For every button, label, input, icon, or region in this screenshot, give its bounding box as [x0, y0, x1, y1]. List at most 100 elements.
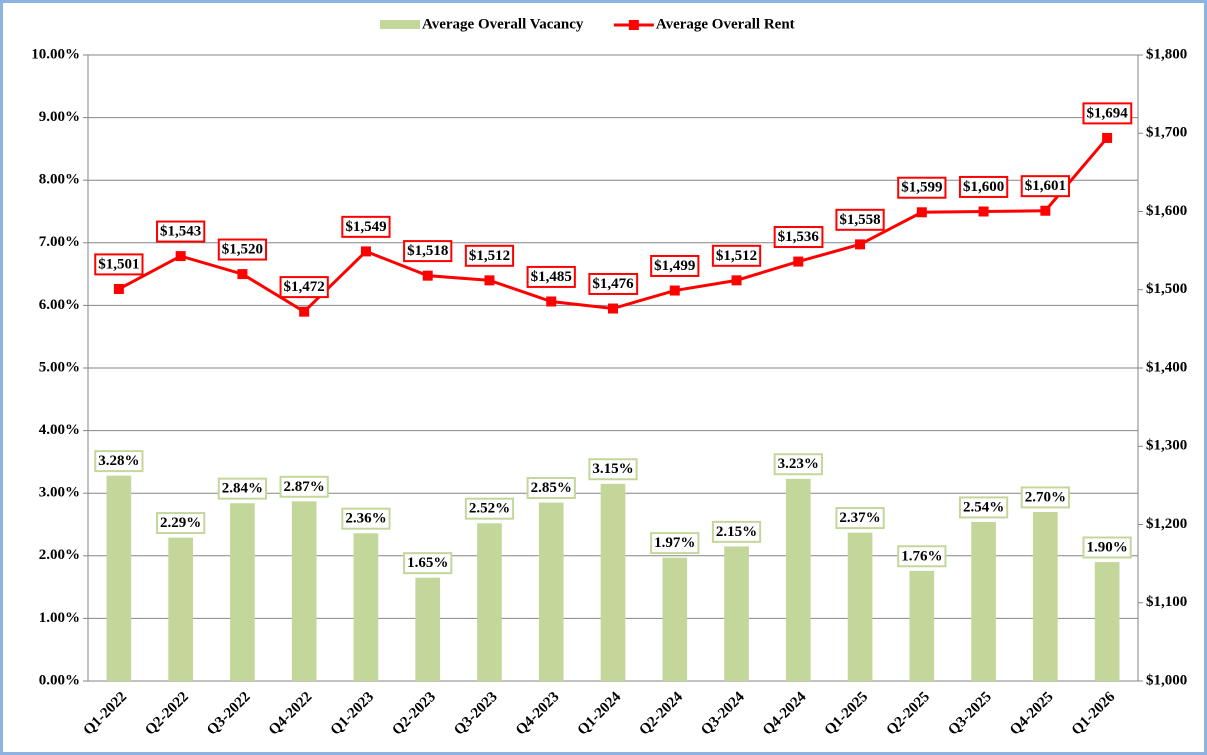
- y-tick-label: 2.00%: [39, 547, 80, 563]
- value-label-box: [1020, 486, 1070, 509]
- value-label-box: [217, 477, 268, 500]
- y2-tick-label: $1,200: [1146, 516, 1187, 532]
- y-tick-label: 8.00%: [39, 172, 80, 188]
- value-label-box: [217, 238, 268, 261]
- bar: [600, 483, 626, 681]
- value-label: $1,549: [345, 219, 386, 235]
- value-label: 2.37%: [839, 510, 880, 526]
- bar: [724, 546, 749, 681]
- value-label: $1,472: [284, 279, 325, 295]
- value-label-box: [650, 532, 700, 555]
- value-label-box: [464, 497, 515, 520]
- marker: [175, 251, 186, 262]
- marker: [299, 306, 310, 317]
- marker: [422, 270, 433, 281]
- marker: [1040, 205, 1051, 216]
- bar: [785, 478, 811, 681]
- value-label: $1,599: [901, 180, 942, 196]
- value-label: 2.85%: [531, 480, 572, 496]
- value-label-box: [958, 175, 1009, 198]
- y2-tick-label: $1,100: [1146, 594, 1187, 610]
- value-label-box: [1020, 175, 1070, 198]
- value-label-box: [773, 453, 823, 476]
- value-label: $1,536: [778, 229, 820, 245]
- value-label: $1,558: [839, 212, 880, 228]
- value-label-box: [588, 272, 639, 295]
- y-tick-label: 7.00%: [39, 234, 80, 250]
- bar: [291, 501, 317, 681]
- y-tick-label: 4.00%: [39, 422, 80, 438]
- value-label-box: [341, 215, 391, 238]
- bar: [353, 533, 379, 681]
- bar: [415, 577, 441, 681]
- value-label: $1,694: [1086, 105, 1128, 121]
- value-label: 2.54%: [963, 499, 1004, 515]
- marker: [978, 206, 989, 217]
- marker: [669, 285, 680, 296]
- value-label-box: [773, 226, 824, 249]
- value-label: $1,512: [716, 248, 757, 264]
- marker: [855, 239, 866, 250]
- value-label: 1.90%: [1086, 539, 1127, 555]
- bar: [230, 503, 255, 681]
- value-label-box: [403, 240, 453, 263]
- legend-swatch: [380, 20, 420, 29]
- legend-label: Average Overall Rent: [656, 16, 795, 32]
- value-label-box: [835, 507, 885, 530]
- y-tick-label: 1.00%: [39, 610, 80, 626]
- y2-tick-label: $1,000: [1146, 672, 1187, 688]
- bar: [1033, 511, 1058, 681]
- value-label-box: [835, 208, 885, 231]
- value-label: $1,543: [160, 224, 201, 240]
- value-label-box: [711, 244, 762, 267]
- value-label-box: [94, 450, 144, 473]
- value-label-box: [279, 276, 329, 299]
- marker: [360, 246, 371, 257]
- value-label-box: [279, 475, 329, 498]
- value-label-box: [1082, 536, 1132, 559]
- bar: [971, 521, 996, 681]
- marker: [731, 275, 742, 286]
- value-label-box: [1082, 102, 1133, 125]
- y-tick-label: 9.00%: [39, 109, 80, 125]
- value-label: 2.84%: [222, 481, 263, 497]
- value-label: $1,499: [654, 258, 695, 274]
- value-label: $1,476: [592, 276, 634, 292]
- bar: [168, 537, 193, 681]
- value-label: $1,501: [98, 256, 139, 272]
- bar: [538, 502, 564, 681]
- value-label: 1.97%: [654, 535, 695, 551]
- value-label: 2.87%: [284, 479, 325, 495]
- bar: [106, 475, 132, 681]
- value-label: 2.36%: [345, 511, 386, 527]
- value-label-box: [650, 254, 700, 277]
- bar: [909, 570, 935, 681]
- y2-tick-label: $1,300: [1146, 438, 1187, 454]
- value-label-box: [156, 512, 206, 535]
- marker: [484, 275, 495, 286]
- y-tick-label: 5.00%: [39, 359, 80, 375]
- y2-tick-label: $1,500: [1146, 281, 1187, 297]
- value-label: $1,485: [531, 269, 572, 285]
- value-label: 2.15%: [716, 524, 757, 540]
- legend-label: Average Overall Vacancy: [422, 16, 584, 32]
- marker: [113, 283, 124, 294]
- bar: [477, 523, 502, 681]
- y2-tick-label: $1,800: [1146, 46, 1187, 62]
- value-label: 2.52%: [469, 501, 510, 517]
- value-label-box: [588, 458, 638, 481]
- value-label-box: [341, 507, 391, 530]
- y-tick-label: 10.00%: [31, 46, 80, 62]
- value-label: $1,520: [222, 242, 263, 258]
- value-label: 2.70%: [1025, 489, 1066, 505]
- bar: [847, 532, 873, 681]
- value-label-box: [94, 253, 144, 276]
- value-label-box: [403, 552, 453, 575]
- value-label-box: [156, 220, 206, 243]
- marker: [608, 303, 618, 314]
- value-label-box: [464, 244, 515, 267]
- value-label-box: [526, 477, 576, 500]
- value-label-box: [958, 496, 1009, 519]
- value-label: 2.29%: [160, 515, 201, 531]
